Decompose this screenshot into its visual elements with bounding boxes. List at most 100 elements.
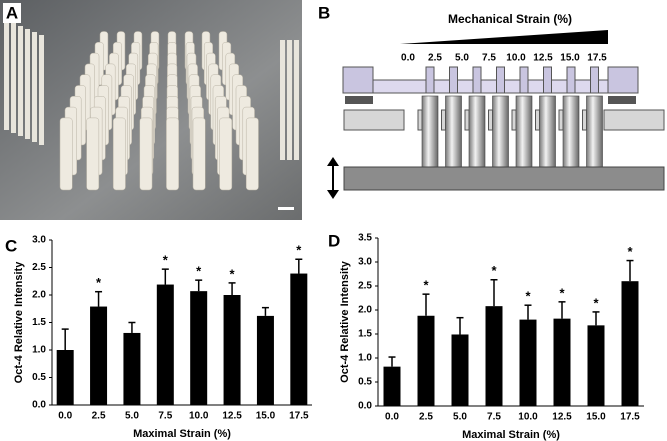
pin bbox=[472, 66, 482, 94]
pin bbox=[519, 66, 529, 94]
strain-label: 2.5 bbox=[428, 53, 442, 64]
cylinder bbox=[539, 95, 556, 168]
bar bbox=[156, 284, 174, 405]
x-tick-label: 17.5 bbox=[289, 411, 309, 422]
significance-marker: * bbox=[296, 243, 302, 258]
strain-label: 12.5 bbox=[533, 53, 553, 64]
y-tick-label: 2.5 bbox=[358, 281, 372, 292]
strain-wedge bbox=[400, 30, 608, 44]
y-tick-label: 2.0 bbox=[32, 290, 46, 301]
significance-marker: * bbox=[196, 264, 202, 279]
x-tick-label: 0.0 bbox=[58, 411, 72, 422]
bar bbox=[451, 334, 469, 406]
x-tick-label: 7.5 bbox=[487, 412, 501, 423]
top-plate bbox=[342, 66, 374, 94]
bar bbox=[123, 332, 141, 405]
pillar bbox=[32, 32, 37, 142]
pillar bbox=[280, 40, 285, 160]
guide-hole bbox=[535, 109, 540, 131]
pin bbox=[543, 66, 552, 94]
bar bbox=[587, 325, 605, 406]
x-tick-label: 2.5 bbox=[92, 411, 106, 422]
pillar bbox=[166, 117, 179, 191]
y-tick-label: 3.0 bbox=[32, 235, 46, 246]
pin bbox=[425, 66, 435, 94]
y-tick-label: 2.0 bbox=[358, 305, 372, 316]
bar bbox=[256, 315, 274, 405]
y-tick-label: 1.5 bbox=[32, 317, 46, 328]
panel-label: B bbox=[318, 3, 330, 22]
bar bbox=[223, 295, 241, 405]
clamp bbox=[345, 96, 373, 104]
bar bbox=[290, 273, 308, 405]
cylinder bbox=[421, 95, 439, 168]
x-tick-label: 5.0 bbox=[453, 412, 467, 423]
panel-label: C bbox=[5, 236, 17, 255]
x-tick-label: 0.0 bbox=[385, 412, 399, 423]
cylinder bbox=[562, 95, 580, 168]
y-tick-label: 3.0 bbox=[358, 257, 372, 268]
pillar bbox=[4, 20, 9, 130]
significance-marker: * bbox=[230, 266, 236, 281]
x-tick-label: 10.0 bbox=[518, 412, 538, 423]
guide-hole bbox=[488, 109, 493, 131]
bar bbox=[383, 366, 401, 406]
bar bbox=[485, 306, 503, 406]
guide-plate bbox=[343, 109, 405, 131]
bar bbox=[90, 306, 108, 405]
pin bbox=[566, 66, 576, 94]
y-tick-label: 1.0 bbox=[358, 353, 372, 364]
strain-label: 0.0 bbox=[401, 53, 415, 64]
y-tick-label: 0.5 bbox=[358, 377, 372, 388]
clamp bbox=[608, 96, 636, 104]
x-tick-label: 15.0 bbox=[586, 412, 606, 423]
pillar bbox=[294, 40, 299, 160]
pin bbox=[496, 66, 505, 94]
pillar bbox=[59, 117, 73, 191]
significance-marker: * bbox=[627, 244, 633, 259]
y-tick-label: 1.0 bbox=[32, 345, 46, 356]
bar bbox=[553, 318, 571, 406]
significance-marker: * bbox=[423, 278, 429, 293]
bar bbox=[56, 350, 74, 405]
bar bbox=[621, 281, 639, 406]
y-tick-label: 3.5 bbox=[358, 233, 372, 244]
pillar bbox=[39, 35, 44, 145]
cylinder bbox=[492, 95, 509, 168]
strain-label: 15.0 bbox=[560, 53, 580, 64]
pillar bbox=[18, 26, 23, 136]
guide-hole bbox=[441, 109, 446, 131]
guide-hole bbox=[464, 109, 470, 131]
guide-hole bbox=[582, 109, 587, 131]
x-tick-label: 5.0 bbox=[125, 411, 139, 422]
x-tick-label: 7.5 bbox=[158, 411, 172, 422]
strain-label: 17.5 bbox=[587, 53, 607, 64]
photo-pillars bbox=[4, 20, 299, 191]
cylinder bbox=[468, 95, 486, 168]
y-tick-label: 2.5 bbox=[32, 262, 46, 273]
x-tick-label: 12.5 bbox=[552, 412, 572, 423]
strain-label: 5.0 bbox=[455, 53, 469, 64]
diagram-pillars bbox=[417, 66, 603, 168]
significance-marker: * bbox=[559, 285, 565, 300]
y-tick-label: 0.0 bbox=[32, 400, 46, 411]
pillar bbox=[11, 23, 16, 133]
panel-label: D bbox=[328, 231, 340, 250]
panel-label-box bbox=[3, 3, 21, 23]
significance-marker: * bbox=[491, 263, 497, 278]
diagram-title: Mechanical Strain (%) bbox=[448, 12, 572, 26]
guide-plate bbox=[603, 109, 665, 131]
pillar bbox=[287, 40, 292, 160]
y-tick-label: 0.5 bbox=[32, 372, 46, 383]
pillar bbox=[112, 117, 126, 191]
scale-bar bbox=[278, 207, 294, 210]
significance-marker: * bbox=[525, 289, 531, 304]
pin bbox=[449, 66, 458, 94]
y-axis-label: Oct-4 Relative Intensity bbox=[339, 260, 351, 383]
cylinder bbox=[515, 95, 533, 168]
pillar bbox=[25, 29, 30, 139]
y-tick-label: 0.0 bbox=[358, 401, 372, 412]
pillar bbox=[219, 117, 233, 191]
significance-marker: * bbox=[163, 253, 169, 268]
